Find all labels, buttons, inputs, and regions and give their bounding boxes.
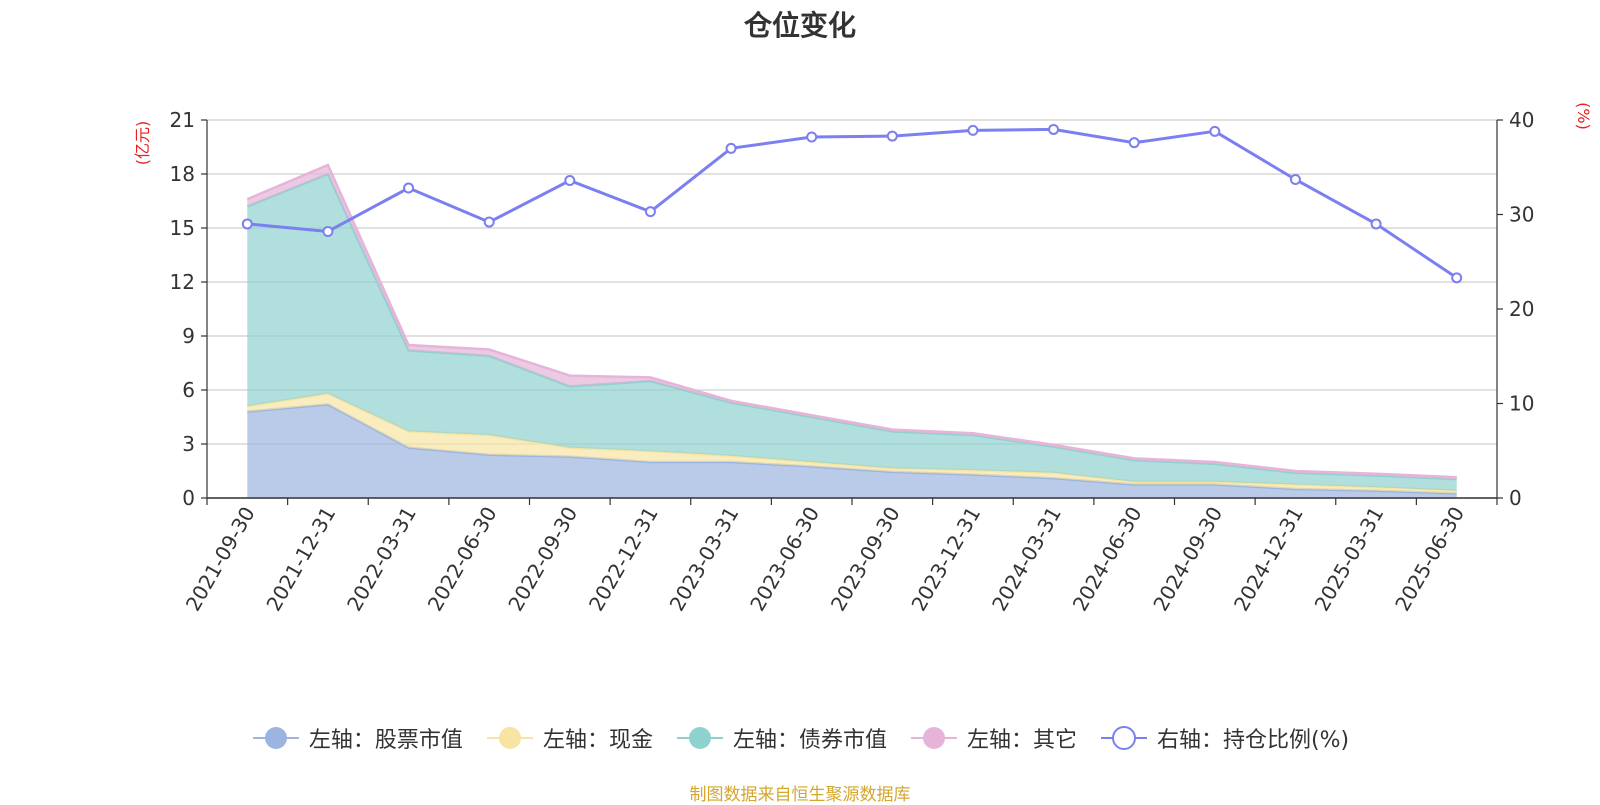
- area-band: [247, 393, 1457, 494]
- ratio-line-series: [241, 123, 1463, 284]
- ratio-point: [564, 174, 576, 186]
- ratio-point: [1289, 174, 1301, 186]
- x-tick-label: 2022-12-31: [584, 503, 663, 616]
- x-tick-label: 2023-09-30: [826, 503, 905, 616]
- x-tick-label: 2022-09-30: [503, 503, 582, 616]
- ratio-point: [644, 206, 656, 218]
- left-tick-label: 0: [182, 486, 195, 510]
- right-tick-label: 10: [1509, 392, 1534, 416]
- area-band: [247, 174, 1457, 491]
- x-tick-label: 2023-06-30: [745, 503, 824, 616]
- legend: 左轴：股票市值 左轴：现金 左轴：债券市值 左轴：其它 右轴：持仓比例(%): [0, 722, 1600, 754]
- ratio-point: [1370, 218, 1382, 230]
- x-tick-label: 2024-09-30: [1148, 503, 1227, 616]
- legend-item[interactable]: 右轴：持仓比例(%): [1099, 722, 1349, 754]
- left-tick-label: 9: [182, 324, 195, 348]
- x-tick-label: 2021-12-31: [261, 503, 340, 616]
- ratio-point: [1048, 123, 1060, 135]
- x-tick-label: 2025-03-31: [1309, 503, 1388, 616]
- x-tick-label: 2025-06-30: [1390, 503, 1469, 616]
- ratio-point: [725, 142, 737, 154]
- left-tick-label: 6: [182, 378, 195, 402]
- legend-symbol-icon: [676, 727, 723, 749]
- data-source-footer: 制图数据来自恒生聚源数据库: [689, 785, 911, 805]
- ratio-line: [247, 127, 1458, 280]
- right-tick-label: 40: [1509, 108, 1534, 132]
- left-tick-label: 18: [170, 162, 195, 186]
- x-tick-label: 2024-12-31: [1229, 503, 1308, 616]
- ratio-point: [806, 131, 818, 143]
- ratio-point: [886, 130, 898, 142]
- right-tick-label: 30: [1509, 203, 1534, 227]
- legend-label: 左轴：其它: [966, 728, 1077, 753]
- ratio-point: [403, 182, 415, 194]
- legend-label: 右轴：持仓比例(%): [1156, 728, 1350, 753]
- ratio-point: [322, 226, 334, 238]
- ratio-point: [241, 218, 253, 230]
- right-tick-label: 0: [1509, 486, 1522, 510]
- right-axis-unit: (%): [1574, 102, 1593, 130]
- legend-label: 左轴：债券市值: [732, 728, 887, 753]
- legend-item[interactable]: 左轴：债券市值: [675, 722, 887, 754]
- ratio-point: [1451, 272, 1463, 284]
- left-tick-label: 15: [170, 216, 195, 240]
- legend-item[interactable]: 左轴：现金: [485, 722, 653, 754]
- chart-plot: 0 3 6 9 12 15 18 21 0 10 20 30 40 2021-09-30 2021-12-3…: [133, 102, 1593, 616]
- left-tick-label: 12: [170, 270, 195, 294]
- x-tick-label: 2022-03-31: [342, 503, 421, 616]
- x-tick-label: 2022-06-30: [423, 503, 502, 616]
- x-tick-label: 2024-03-31: [987, 503, 1066, 616]
- legend-label: 左轴：现金: [542, 728, 653, 753]
- legend-symbol-icon: [486, 727, 533, 749]
- ratio-point: [967, 124, 979, 136]
- legend-symbol-icon: [252, 727, 299, 749]
- x-tick-label: 2023-03-31: [664, 503, 743, 616]
- chart-title: 仓位变化: [743, 9, 856, 42]
- legend-item[interactable]: 左轴：股票市值: [251, 722, 463, 754]
- area-band: [247, 404, 1457, 498]
- area-series: [246, 163, 1457, 498]
- x-tick-label: 2024-06-30: [1068, 503, 1147, 616]
- x-tick-label: 2023-12-31: [906, 503, 985, 616]
- x-tick-label: 2021-09-30: [181, 503, 260, 616]
- left-axis-unit: (亿元): [133, 121, 152, 166]
- right-tick-label: 20: [1509, 297, 1534, 321]
- area-edge: [246, 163, 1457, 479]
- left-tick-label: 21: [170, 108, 195, 132]
- left-tick-label: 3: [182, 432, 195, 456]
- ratio-point: [1209, 125, 1221, 137]
- legend-symbol-icon: [910, 727, 957, 749]
- legend-label: 左轴：股票市值: [308, 728, 463, 753]
- ratio-point: [483, 216, 495, 228]
- legend-item[interactable]: 左轴：其它: [909, 722, 1077, 754]
- legend-symbol-icon: [1100, 726, 1147, 750]
- ratio-point: [1128, 137, 1140, 149]
